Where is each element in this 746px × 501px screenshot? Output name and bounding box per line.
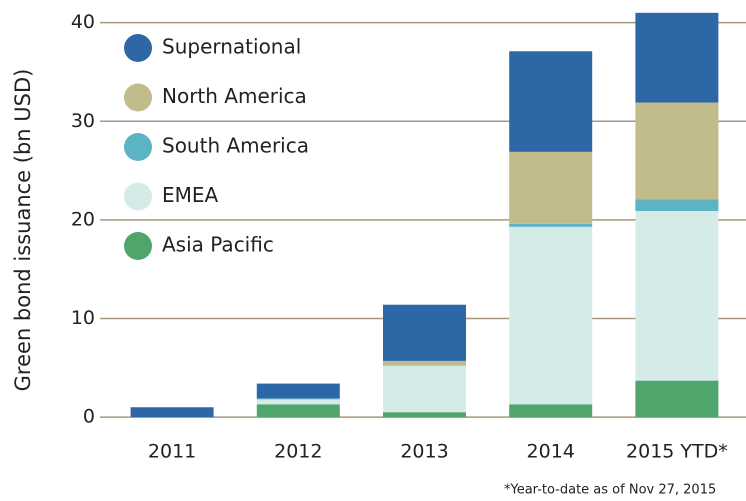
- bar-segment: [509, 226, 593, 405]
- bar-segment: [383, 365, 466, 413]
- legend-label: South America: [162, 134, 309, 158]
- y-tick-label: 40: [71, 11, 95, 33]
- bar-segment: [509, 223, 593, 227]
- legend-swatch: [124, 182, 152, 211]
- y-tick-label: 30: [71, 110, 95, 132]
- legend-label: EMEA: [162, 183, 219, 207]
- bar-segment: [256, 404, 340, 418]
- bar-segment: [383, 360, 466, 366]
- bar-segment: [635, 12, 719, 103]
- x-tick-label: 2015 YTD*: [626, 441, 728, 463]
- y-axis-title: Green bond issuance (bn USD): [11, 69, 35, 392]
- bar-segment: [130, 407, 214, 418]
- bar-segment: [383, 304, 466, 361]
- bar-segment: [635, 102, 719, 200]
- bar-segment: [635, 199, 719, 212]
- x-tick-label: 2014: [527, 441, 575, 463]
- legend-swatch: [124, 232, 152, 260]
- bar-segment: [383, 412, 466, 418]
- x-tick-label: 2011: [148, 441, 196, 463]
- legend-swatch: [124, 34, 152, 62]
- bar-segment: [256, 398, 340, 400]
- bar-segment: [635, 211, 719, 381]
- x-tick-label: 2013: [400, 441, 448, 463]
- y-tick-label: 20: [71, 208, 95, 230]
- x-tick-label: 2012: [274, 441, 322, 463]
- legend-swatch: [124, 83, 152, 112]
- bar-segment: [635, 380, 719, 418]
- legend-label: Supernational: [162, 35, 301, 59]
- bar-segment: [509, 404, 593, 418]
- bar-segment: [256, 383, 340, 399]
- bar-segment: [256, 399, 340, 405]
- legend-label: Asia Pacific: [162, 233, 274, 257]
- bar-segment: [509, 151, 593, 224]
- legend-swatch: [124, 133, 152, 161]
- legend-label: North America: [162, 84, 307, 108]
- footnote: *Year-to-date as of Nov 27, 2015: [504, 483, 716, 498]
- y-tick-label: 0: [83, 406, 95, 428]
- y-tick-label: 10: [71, 307, 95, 329]
- bar-segment: [509, 51, 593, 152]
